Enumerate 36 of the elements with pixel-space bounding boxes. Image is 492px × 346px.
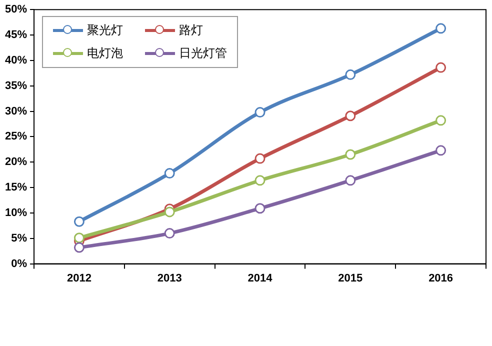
point [345, 175, 356, 186]
point [254, 203, 266, 214]
x-tick-label: 2012 [66, 272, 92, 284]
x-tick-label: 2013 [157, 272, 182, 284]
legend-label: 聚光灯 [87, 22, 124, 39]
point [436, 115, 446, 126]
point [254, 107, 266, 118]
y-tick-label: 30% [4, 105, 28, 118]
point [436, 62, 446, 73]
y-tick-label: 35% [4, 80, 28, 92]
y-tick-label: 20% [4, 156, 28, 168]
legend-label: 路灯 [179, 22, 204, 39]
y-tick-label: 50% [4, 4, 28, 16]
x-tick-label: 2014 [248, 272, 274, 284]
y-tick-label: 0% [11, 258, 28, 270]
point [164, 206, 175, 218]
point [164, 168, 175, 179]
point [254, 175, 266, 186]
y-tick-label: 45% [4, 29, 28, 42]
point [164, 228, 175, 239]
point [436, 145, 446, 156]
y-tick-label: 40% [4, 54, 28, 66]
legend-label: 电灯泡 [87, 44, 124, 62]
point [254, 153, 266, 164]
point [436, 23, 446, 34]
point [345, 110, 356, 122]
legend-label: 日光灯管 [179, 44, 228, 62]
x-tick-label: 2015 [338, 272, 363, 284]
point [345, 69, 356, 80]
y-tick-label: 25% [4, 130, 28, 143]
point [345, 149, 356, 160]
point [74, 216, 84, 227]
y-tick-label: 5% [11, 232, 28, 244]
y-tick-label: 10% [4, 206, 28, 219]
y-tick-label: 15% [4, 182, 28, 194]
x-tick-label: 2016 [428, 272, 454, 284]
